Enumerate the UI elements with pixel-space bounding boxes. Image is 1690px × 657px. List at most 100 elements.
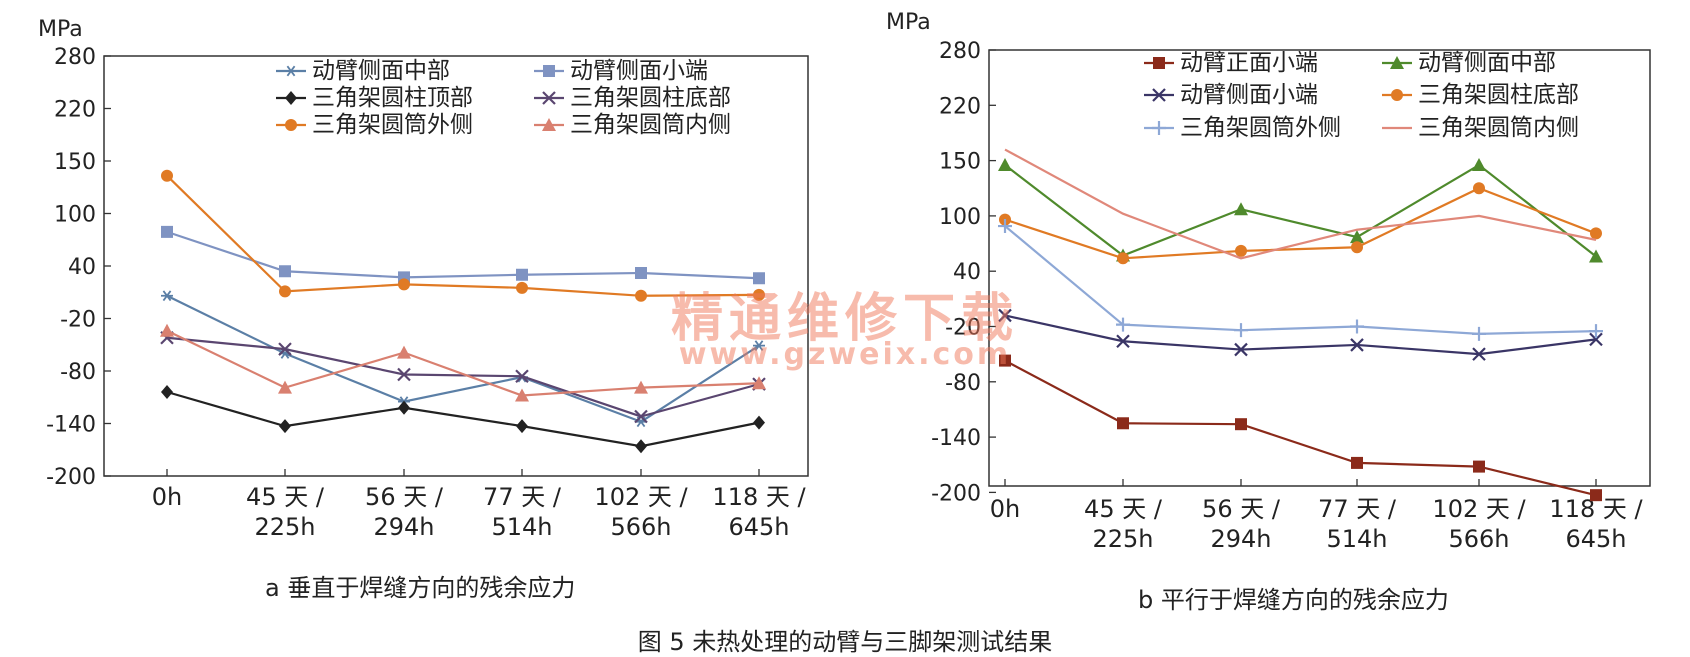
chart-a-ytick-label: 220 [54,98,96,123]
chart-b-data-point [1117,417,1129,430]
chart-b-series-line [1004,314,1597,356]
chart-b-legend-marker [1391,89,1403,101]
chart-b-data-point [1350,338,1364,352]
chart-b-xtick-label: 514h [1326,525,1387,553]
chart-a-legend-marker [542,118,556,131]
chart-a-data-point [161,169,173,182]
chart-b-legend-label: 动臂侧面中部 [1418,50,1556,76]
chart-a-ytick-label: 100 [54,203,96,228]
chart-b-ytick-label: -200 [931,481,981,506]
chart-a-series-6 [160,323,766,402]
chart-b-data-point [1351,456,1363,469]
chart-b-data-point [1589,324,1603,339]
chart-a-xtick-label: 45 天 / [246,483,325,511]
chart-b-ytick-label: 280 [939,39,981,64]
chart-a-series-line [166,329,760,397]
chart-a-ytick-label: 150 [54,150,96,175]
chart-a-data-point [279,265,291,278]
chart-a-y-axis-label: MPa [38,17,83,42]
chart-a-series-line [166,390,760,448]
chart-b-legend-item: 动臂正面小端 [1144,50,1318,76]
chart-a-data-point [278,380,292,394]
chart-b-xtick-label: 566h [1448,525,1509,553]
chart-a-xtick-label: 514h [491,513,552,541]
chart-a-xtick-label: 56 天 / [365,483,444,511]
chart-b-data-point [1117,252,1129,265]
chart-b-data-point [1234,202,1248,216]
chart-a-legend-item: 三角架圆柱底部 [534,85,731,111]
chart-b-data-point [998,158,1012,172]
chart-a-legend-label: 三角架圆筒内侧 [570,112,731,138]
chart-a-ytick-label: -20 [60,308,96,333]
chart-b-data-point [998,219,1012,234]
chart-a-data-point [635,289,647,302]
chart-b-legend-label: 三角架圆筒内侧 [1418,115,1579,141]
chart-a-data-point [634,380,648,394]
chart-a-ytick-label: -200 [46,465,96,490]
chart-b-data-point [1590,489,1602,502]
chart-a-data-point [753,288,765,301]
chart-a-legend-item: 三角架圆筒内侧 [534,112,731,138]
chart-b-xtick-label: 294h [1210,525,1271,553]
chart-a-legend-label: 三角架圆柱底部 [570,85,731,111]
chart-a-legend-label: 动臂侧面中部 [312,58,450,84]
chart-b-data-point [1351,241,1363,254]
chart-a-series-3 [161,385,765,454]
chart-b-series-3 [998,308,1603,361]
chart-a-data-point [278,342,292,356]
chart-b-xtick-label: 0h [990,495,1020,523]
chart-b-legend-item: 三角架圆柱底部 [1382,82,1579,108]
chart-a-data-point [635,439,647,454]
chart-a-legend-item: 三角架圆筒外侧 [276,112,473,138]
chart-b-y-axis-label: MPa [886,10,931,35]
chart-a-xtick-label: 645h [728,513,789,541]
chart-b-data-point [1116,334,1130,349]
chart-a-series-line [166,230,760,280]
chart-b-legend-item: 三角架圆筒内侧 [1382,115,1579,141]
chart-b-ytick-label: 220 [939,94,981,119]
chart-b-series-1 [999,354,1602,502]
chart-b-series-line [1004,163,1597,258]
chart-b-xtick-label: 645h [1565,525,1626,553]
chart-b-series-5 [998,219,1603,341]
chart-a-data-point [161,290,173,302]
chart-b-series-line [1004,225,1597,335]
chart-a-xtick-label: 294h [373,513,434,541]
chart-b-legend-label: 动臂侧面小端 [1180,82,1318,108]
chart-a-data-point [753,415,765,430]
chart-a-legend-label: 三角架圆柱顶部 [312,85,473,111]
chart-b-ytick-label: -20 [945,316,981,341]
chart-a-data-point [515,369,529,384]
chart-b-data-point [1472,158,1486,172]
chart-a-legend-marker [542,91,556,105]
chart-a-data-point [634,409,648,424]
chart-a-xtick-label: 102 天 / [594,483,688,511]
chart-a-ytick-label: 40 [68,255,96,280]
chart-b-ytick-label: -140 [931,426,981,451]
chart-a-series-2 [161,225,765,285]
chart-a-data-point [516,419,528,434]
chart-b-data-point [1589,332,1603,347]
chart-a-legend-label: 三角架圆筒外侧 [312,112,473,138]
chart-a-xtick-label: 77 天 / [483,483,562,511]
chart-a-data-point [160,323,174,337]
chart-b-data-point [1472,347,1486,361]
figure-caption: 图 5 未热处理的动臂与三脚架测试结果 [637,628,1053,656]
chart-b-data-point [1590,227,1602,240]
chart-b-data-point [1472,326,1486,341]
chart-a-data-point [161,225,173,238]
chart-b-legend-marker [1152,121,1166,135]
chart-b-xtick-label: 56 天 / [1202,495,1281,523]
chart-a-series-line [166,294,760,423]
chart-b-series-line [1004,148,1597,260]
chart-a-legend-item: 三角架圆柱顶部 [276,85,473,111]
chart-a-xtick-label: 118 天 / [712,483,806,511]
chart-b-frame [988,49,1651,487]
chart-b-legend-marker [1152,88,1166,102]
chart-b-data-point [1235,244,1247,257]
chart-a-xtick-label: 0h [152,483,182,511]
chart-a-ytick-label: 280 [54,45,96,70]
chart-a-xtick-label: 566h [610,513,671,541]
chart-b-ytick-label: 100 [939,205,981,230]
